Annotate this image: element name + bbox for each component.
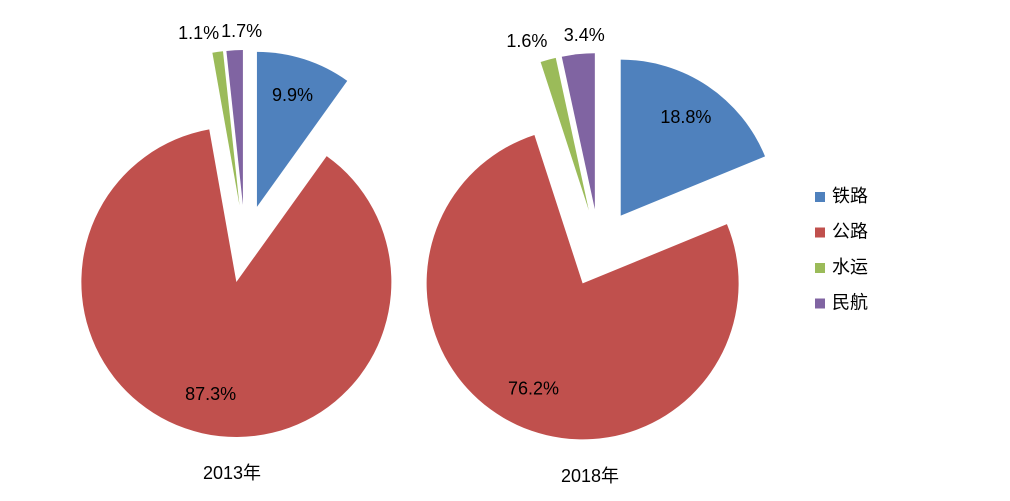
data-label: 1.7%	[221, 21, 262, 41]
data-label: 1.1%	[178, 23, 219, 43]
pie-slice	[212, 51, 240, 206]
legend-swatch	[815, 227, 825, 238]
data-label: 9.9%	[272, 85, 313, 105]
data-label: 76.2%	[508, 378, 559, 398]
data-label: 18.8%	[660, 107, 711, 127]
legend-label: 水运	[832, 257, 868, 277]
pie-slice	[540, 57, 589, 211]
pie-slice	[561, 53, 595, 210]
pie-slice	[426, 135, 739, 440]
data-label: 1.6%	[506, 31, 547, 51]
legend-label: 民航	[832, 292, 868, 312]
legend-label: 铁路	[832, 186, 868, 206]
pie-slice	[81, 129, 392, 438]
legend-label: 公路	[832, 221, 868, 241]
legend-swatch	[815, 263, 825, 273]
data-label: 87.3%	[185, 384, 236, 404]
data-label: 3.4%	[564, 25, 605, 45]
pie-slice	[256, 51, 348, 207]
chart-title: 2018年	[561, 466, 619, 486]
pie-slice	[226, 50, 243, 206]
pie-slice	[620, 59, 766, 216]
chart-title: 2013年	[203, 463, 261, 483]
legend-swatch	[815, 298, 825, 309]
legend-swatch	[815, 192, 825, 202]
